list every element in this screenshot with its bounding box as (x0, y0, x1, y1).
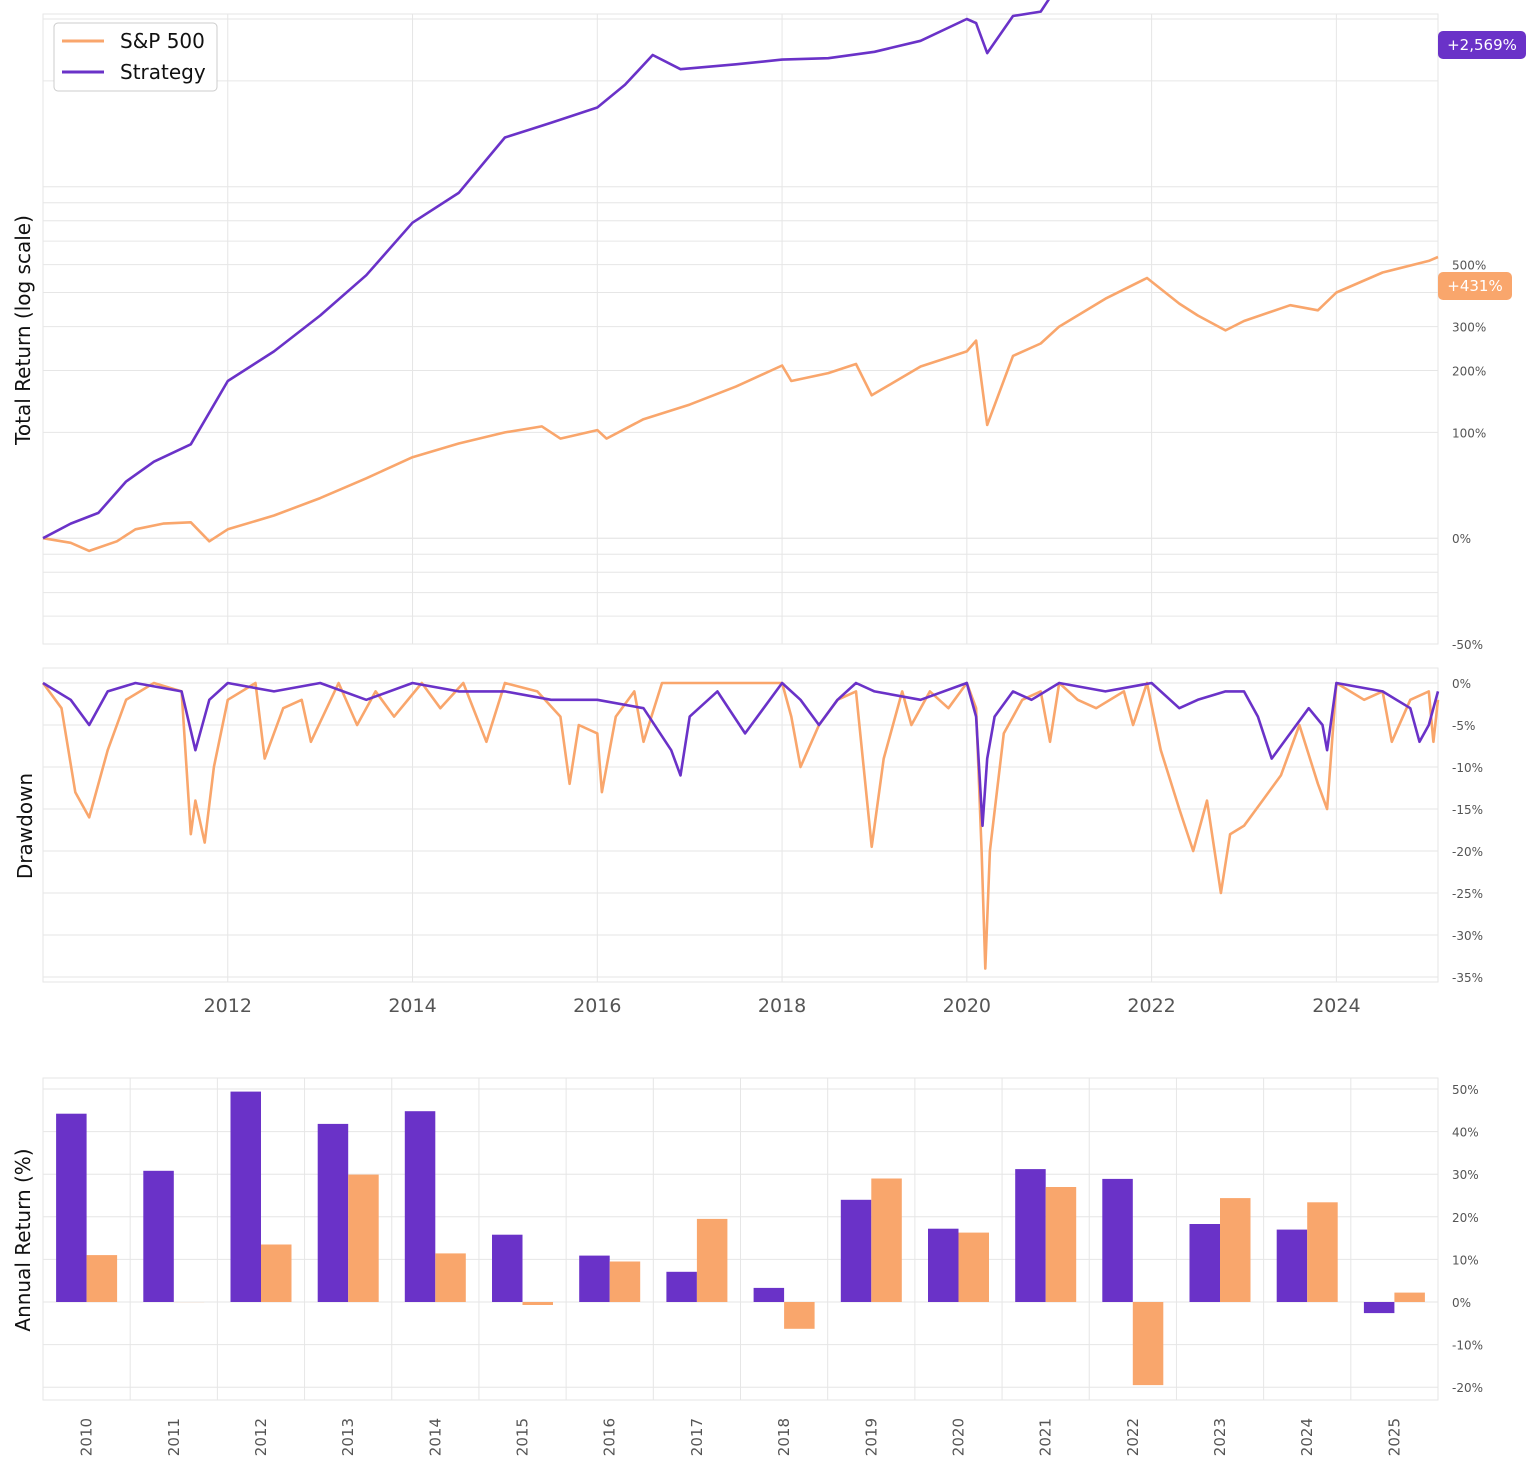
annual-return-ylabel: Annual Return (%) (11, 1148, 35, 1331)
drawdown-ytick-label: -5% (1452, 719, 1475, 733)
annual-return-ytick-label: -10% (1452, 1339, 1483, 1353)
bar-sp500-2012 (261, 1244, 292, 1302)
year-tick-label: 2024 (1312, 995, 1360, 1017)
bar-sp500-2010 (86, 1255, 118, 1302)
bar-strategy-2014 (404, 1111, 436, 1302)
bar-sp500-2019 (871, 1178, 902, 1302)
year-tick-label: 2018 (758, 995, 806, 1017)
annual-return-ytick-label: 40% (1452, 1126, 1479, 1140)
bar-sp500-2018 (784, 1302, 815, 1329)
annual-return-ytick-label: 20% (1452, 1211, 1479, 1225)
bar-sp500-2024 (1307, 1202, 1338, 1302)
year-tick-label: 2012 (204, 995, 252, 1017)
strategy-end-label: +2,569% (1447, 36, 1517, 54)
strategy-total-return-line (42, 0, 1050, 540)
year-category-label: 2022 (1124, 1418, 1142, 1456)
bar-sp500-2025 (1394, 1292, 1425, 1302)
drawdown-ytick-label: -35% (1452, 971, 1483, 985)
strategy-drawdown-line (42, 681, 1440, 828)
drawdown-panel: 0% -5% -10% -15% -20% -25% -30% -35% 2012 2014 20… (13, 667, 1483, 1017)
annual-return-ytick-label: -20% (1452, 1381, 1483, 1395)
drawdown-ytick-label: -30% (1452, 929, 1483, 943)
year-category-label: 2019 (862, 1418, 880, 1456)
total-return-ytick-label: 300% (1452, 321, 1486, 335)
drawdown-ytick-label: -10% (1452, 761, 1483, 775)
bar-sp500-2020 (958, 1232, 989, 1302)
annual-return-ytick-label: 50% (1452, 1083, 1479, 1097)
bar-sp500-2014 (435, 1253, 466, 1302)
annual-return-frame (42, 1077, 1439, 1401)
bar-sp500-2021 (1045, 1187, 1077, 1302)
year-category-label: 2025 (1385, 1418, 1403, 1456)
year-category-label: 2023 (1211, 1418, 1229, 1456)
sp500-end-badge: +431% (1438, 272, 1512, 300)
bar-sp500-2016 (609, 1261, 641, 1302)
drawdown-frame (42, 667, 1439, 983)
drawdown-ytick-label: 0% (1452, 677, 1471, 691)
year-tick-label: 2020 (943, 995, 991, 1017)
total-return-ytick-label: 200% (1452, 364, 1486, 378)
year-category-label: 2015 (514, 1418, 532, 1456)
bar-strategy-2021 (1015, 1169, 1046, 1302)
bar-strategy-2012 (230, 1091, 261, 1302)
annual-return-ytick-label: 0% (1452, 1296, 1471, 1310)
bar-strategy-2018 (753, 1287, 785, 1302)
total-return-frame (42, 13, 1439, 645)
bar-strategy-2019 (840, 1199, 872, 1302)
total-return-ytick-label: 0% (1452, 532, 1471, 546)
bar-sp500-2023 (1220, 1198, 1251, 1302)
bar-strategy-2011 (143, 1170, 174, 1302)
total-return-panel: -50% 0% 100% 200% 300% 500% Total Return (log… (11, 0, 1526, 652)
total-return-ytick-label: -50% (1452, 638, 1483, 652)
year-category-label: 2012 (252, 1418, 270, 1456)
bar-sp500-2013 (348, 1174, 379, 1302)
annual-return-ytick-label: 30% (1452, 1168, 1479, 1182)
year-category-label: 2011 (165, 1418, 183, 1456)
bar-sp500-2022 (1132, 1302, 1164, 1386)
year-category-label: 2020 (950, 1418, 968, 1456)
drawdown-ytick-label: -25% (1452, 887, 1483, 901)
drawdown-ylabel: Drawdown (13, 773, 37, 879)
bar-strategy-2022 (1102, 1178, 1133, 1302)
bar-strategy-2024 (1276, 1229, 1308, 1302)
bar-sp500-2017 (696, 1218, 728, 1302)
legend: S&P 500 Strategy (53, 22, 218, 92)
year-category-label: 2024 (1298, 1418, 1316, 1456)
year-tick-label: 2022 (1127, 995, 1175, 1017)
drawdown-ytick-label: -20% (1452, 845, 1483, 859)
bar-strategy-2017 (666, 1271, 697, 1302)
total-return-ytick-label: 500% (1452, 259, 1486, 273)
year-category-label: 2021 (1037, 1418, 1055, 1456)
year-category-label: 2016 (601, 1418, 619, 1456)
bar-strategy-2013 (317, 1123, 349, 1302)
annual-return-ytick-label: 10% (1452, 1253, 1479, 1267)
year-tick-label: 2016 (573, 995, 621, 1017)
year-category-label: 2013 (339, 1418, 357, 1456)
total-return-ylabel: Total Return (log scale) (11, 215, 35, 446)
legend-strategy-label: Strategy (120, 60, 206, 84)
bar-strategy-2025 (1363, 1302, 1395, 1314)
total-return-ytick-label: 100% (1452, 426, 1486, 440)
year-category-label: 2010 (78, 1418, 96, 1456)
bar-strategy-2010 (56, 1113, 87, 1302)
legend-sp500-label: S&P 500 (120, 29, 205, 53)
bar-strategy-2020 (928, 1228, 959, 1302)
annual-return-panel: 50% 40% 30% 20% 10% 0% -10% -20% 2010 2011 2012 20… (11, 1077, 1483, 1456)
year-category-label: 2014 (426, 1418, 444, 1456)
year-category-label: 2017 (688, 1418, 706, 1456)
bar-strategy-2015 (492, 1234, 523, 1302)
bar-strategy-2016 (579, 1255, 610, 1302)
strategy-end-badge: +2,569% (1438, 31, 1526, 59)
sp500-end-label: +431% (1447, 277, 1502, 295)
sp500-total-return-line (42, 255, 1439, 553)
year-category-label: 2018 (775, 1418, 793, 1456)
drawdown-ytick-label: -15% (1452, 803, 1483, 817)
year-tick-label: 2014 (388, 995, 436, 1017)
bar-sp500-2015 (522, 1302, 553, 1305)
bar-strategy-2023 (1189, 1224, 1220, 1302)
